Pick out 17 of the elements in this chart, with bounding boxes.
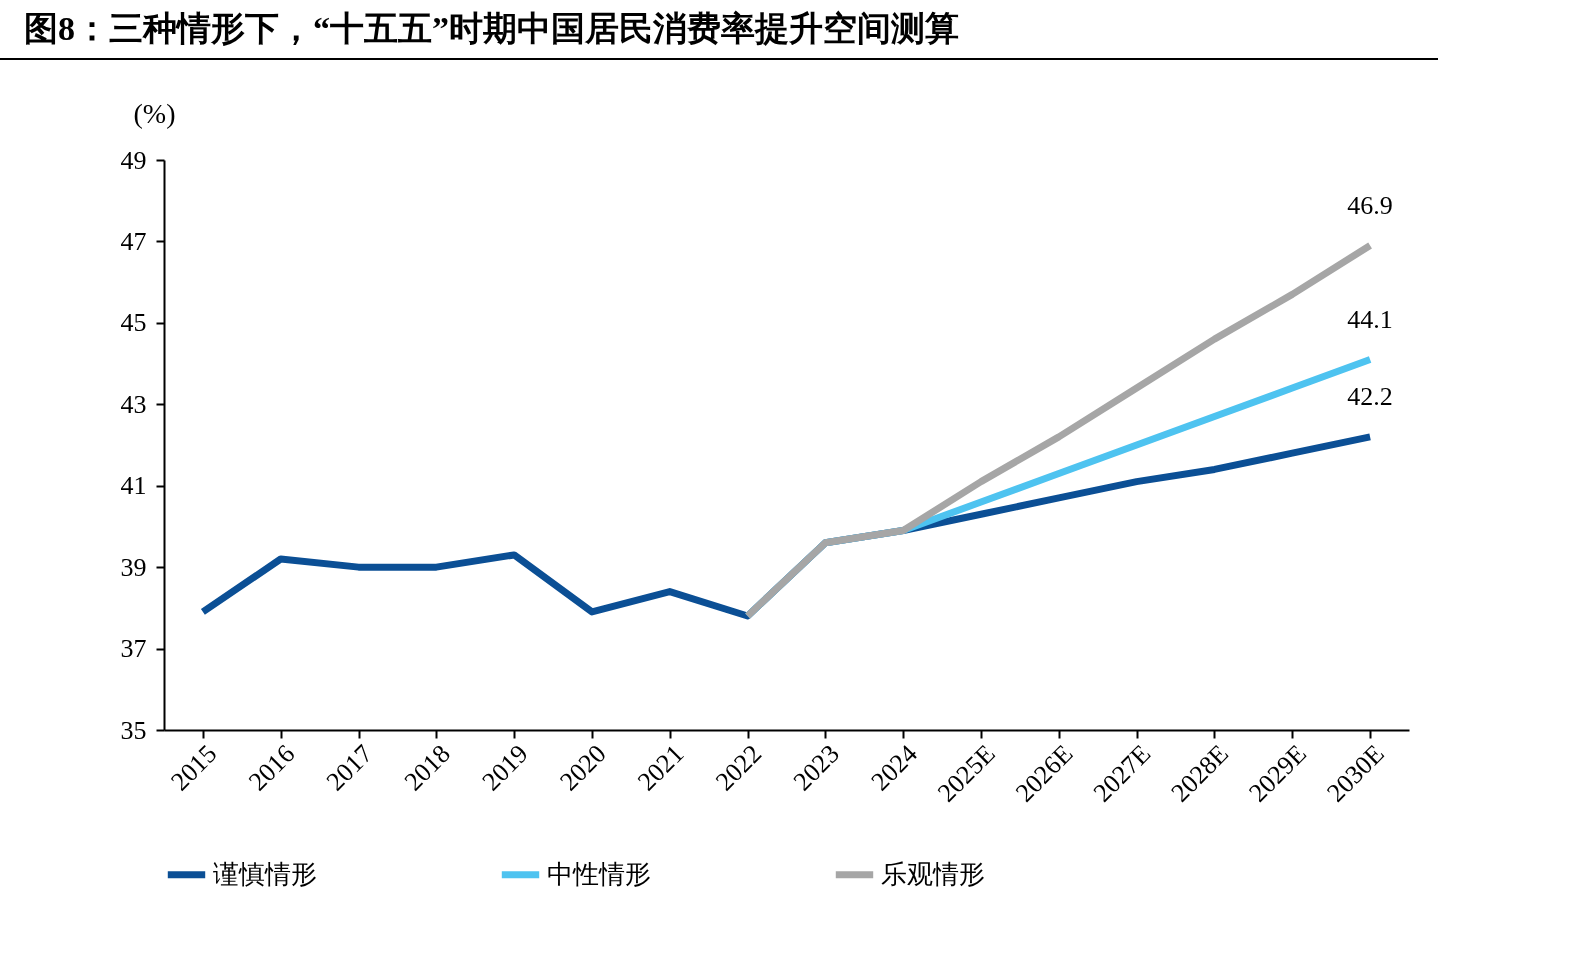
chart-title: 图8：三种情形下，“十五五”时期中国居民消费率提升空间测算 (0, 0, 1438, 60)
y-tick-label: 39 (120, 552, 147, 582)
legend-label: 谨慎情形 (213, 859, 317, 889)
data-label: 44.1 (1347, 304, 1393, 334)
data-label: 46.9 (1347, 190, 1393, 220)
legend-label: 中性情形 (547, 859, 651, 889)
y-tick-label: 47 (120, 226, 147, 256)
y-axis-title: (%) (133, 97, 176, 129)
legend-label: 乐观情形 (881, 859, 985, 889)
y-tick-label: 41 (120, 471, 147, 501)
y-tick-label: 37 (120, 634, 147, 664)
y-tick-label: 35 (120, 715, 147, 745)
x-tick-label: 2021 (632, 739, 690, 797)
y-tick-label: 43 (120, 389, 147, 419)
y-tick-label: 45 (120, 308, 147, 338)
data-label: 42.2 (1347, 381, 1393, 411)
y-tick-label: 49 (120, 145, 147, 175)
